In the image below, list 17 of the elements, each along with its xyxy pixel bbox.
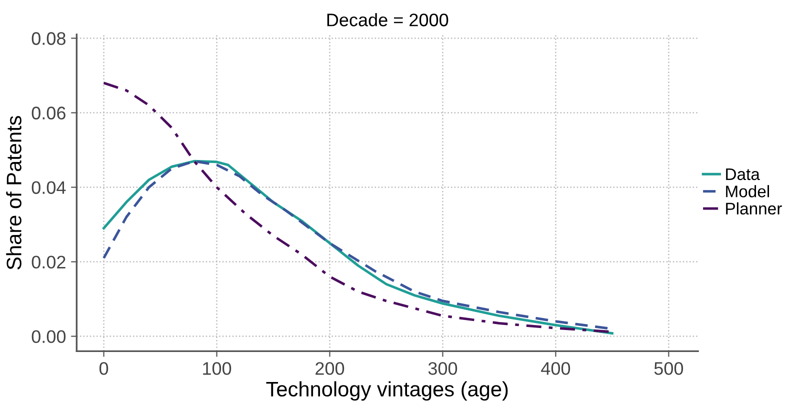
legend-label: Data [726, 168, 760, 180]
x-tick-label: 200 [316, 362, 344, 375]
y-tick-label: 0.06 [32, 106, 66, 120]
legend-label: Planner [726, 202, 782, 215]
x-axis-title: Technology vintages (age) [266, 381, 508, 401]
y-tick-label: 0.00 [32, 330, 66, 344]
x-tick-label: 500 [654, 362, 684, 375]
legend-label: Model [726, 185, 769, 198]
y-tick-label: 0.02 [32, 256, 66, 268]
y-axis-title: Share of Patents [6, 116, 22, 270]
y-tick-label: 0.04 [32, 181, 66, 194]
x-tick-label: 300 [428, 362, 458, 375]
chart-title: Decade = 2000 [327, 13, 448, 26]
y-tick-label: 0.08 [32, 32, 66, 45]
x-tick-label: 400 [541, 362, 570, 375]
x-tick-label: 0 [99, 362, 108, 375]
x-tick-label: 100 [203, 362, 232, 375]
